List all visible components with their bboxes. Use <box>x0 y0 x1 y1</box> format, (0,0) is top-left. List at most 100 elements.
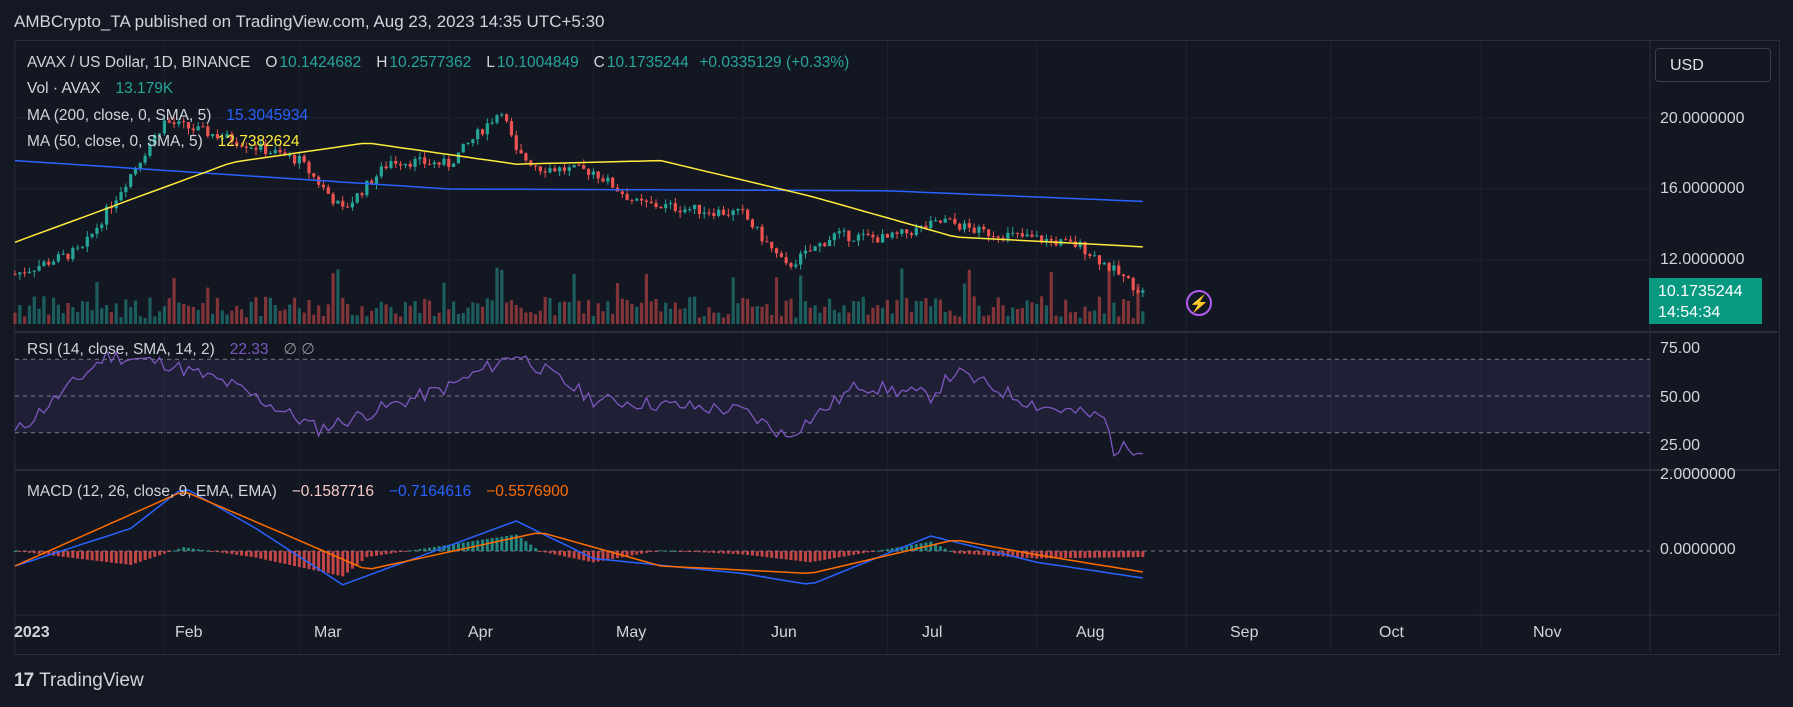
ma50-value: 12.7382624 <box>217 133 300 150</box>
volume-bar <box>765 304 769 324</box>
lightning-icon[interactable]: ⚡ <box>1186 290 1212 316</box>
candle-body <box>697 204 702 214</box>
candle-body <box>220 137 224 139</box>
volume-bar <box>119 317 123 324</box>
candle-body <box>707 212 711 214</box>
volume-bar <box>837 312 841 324</box>
volume-bar <box>480 306 485 324</box>
macd-histogram-bar <box>206 550 210 552</box>
candle-body <box>509 121 514 136</box>
candle-body <box>582 165 586 169</box>
time-axis-label: May <box>616 624 647 641</box>
volume-bar <box>80 301 85 324</box>
macd-histogram-bar <box>37 551 41 554</box>
macd-histogram-bar <box>538 551 542 552</box>
candle-body <box>639 198 644 201</box>
candle-body <box>678 210 682 213</box>
macd-signal-value: −0.5576900 <box>486 483 569 500</box>
volume-bar <box>239 309 244 324</box>
volume-bar <box>712 312 716 324</box>
macd-histogram-bar <box>187 547 191 551</box>
candle-body <box>1006 232 1010 240</box>
candle-body <box>71 248 75 260</box>
candle-body <box>789 263 793 267</box>
candle-body <box>943 218 947 223</box>
macd-histogram-bar <box>167 551 171 553</box>
volume-bar <box>162 306 167 324</box>
volume-bar <box>1049 271 1053 324</box>
candle-body <box>196 126 200 131</box>
macd-histogram-bar <box>803 551 807 562</box>
macd-histogram-bar <box>1040 551 1044 559</box>
candle-body <box>379 166 383 177</box>
macd-histogram-bar <box>943 548 947 551</box>
volume-bar <box>432 315 436 324</box>
macd-histogram-bar <box>56 551 60 557</box>
volume-value: 13.179K <box>115 80 174 97</box>
ohlc-close-label: C <box>593 54 605 71</box>
rsi-label[interactable]: RSI (14, close, SMA, 14, 2) <box>27 341 215 358</box>
candle-body <box>635 198 639 201</box>
macd-label[interactable]: MACD (12, 26, close, 9, EMA, EMA) <box>27 483 277 500</box>
candle-body <box>365 180 369 196</box>
volume-bar <box>317 305 321 324</box>
candle-body <box>765 241 769 243</box>
volume-bar <box>109 312 113 324</box>
macd-histogram-bar <box>211 551 215 552</box>
macd-histogram-bar <box>1011 551 1015 557</box>
candle-body <box>1025 234 1029 237</box>
candle-body <box>644 200 648 202</box>
tradingview-logo[interactable]: 17 TradingView <box>14 670 144 692</box>
macd-histogram-bar <box>312 551 316 571</box>
volume-bar <box>124 299 128 324</box>
volume-bar <box>1025 300 1029 324</box>
volume-bar <box>823 306 827 324</box>
time-axis-label: Apr <box>468 624 493 641</box>
macd-histogram-bar <box>428 547 432 551</box>
volume-label[interactable]: Vol · AVAX <box>27 80 101 97</box>
volume-bar <box>230 310 234 324</box>
ohlc-close-value: 10.1735244 <box>606 54 689 71</box>
candle-body <box>1141 290 1145 293</box>
macd-histogram-bar <box>996 551 1000 557</box>
currency-button[interactable]: USD <box>1655 48 1771 82</box>
candle-body <box>741 208 745 210</box>
candle-body <box>933 220 938 222</box>
ma200-label[interactable]: MA (200, close, 0, SMA, 5) <box>27 107 212 124</box>
symbol-name[interactable]: AVAX / US Dollar, 1D, BINANCE <box>27 54 251 71</box>
macd-tick-label: 0.0000000 <box>1660 541 1736 558</box>
candle-body <box>235 141 239 146</box>
macd-histogram-bar <box>452 544 456 551</box>
candle-body <box>683 209 687 213</box>
macd-histogram-bar <box>148 551 152 559</box>
candle-body <box>500 114 504 116</box>
candle-body <box>905 229 909 234</box>
volume-bar <box>890 313 894 324</box>
volume-bar <box>104 305 109 324</box>
candle-body <box>66 253 70 260</box>
candle-body <box>996 236 1000 238</box>
macd-histogram-bar <box>770 551 774 558</box>
time-axis-label: Mar <box>314 624 342 641</box>
volume-bar <box>1068 312 1073 324</box>
volume-bar <box>750 306 755 324</box>
macd-histogram-bar <box>731 551 735 554</box>
candle-body <box>1073 241 1077 247</box>
ma50-legend: MA (50, close, 0, SMA, 5) 12.7382624 <box>27 133 302 151</box>
ma50-label[interactable]: MA (50, close, 0, SMA, 5) <box>27 133 203 150</box>
candle-body <box>784 257 788 264</box>
candle-body <box>533 165 538 167</box>
macd-histogram-bar <box>871 551 875 552</box>
last-price-tag: 10.1735244 14:54:34 <box>1649 278 1762 324</box>
candle-body <box>374 176 379 185</box>
macd-histogram-bar <box>775 551 779 559</box>
volume-bar <box>1136 283 1140 324</box>
macd-histogram-bar <box>558 551 562 556</box>
volume-bar <box>702 315 706 324</box>
volume-bar <box>292 297 297 324</box>
candle-body <box>524 153 528 161</box>
volume-bar <box>991 307 996 324</box>
volume-bar <box>398 316 403 324</box>
macd-histogram-bar <box>307 551 311 570</box>
